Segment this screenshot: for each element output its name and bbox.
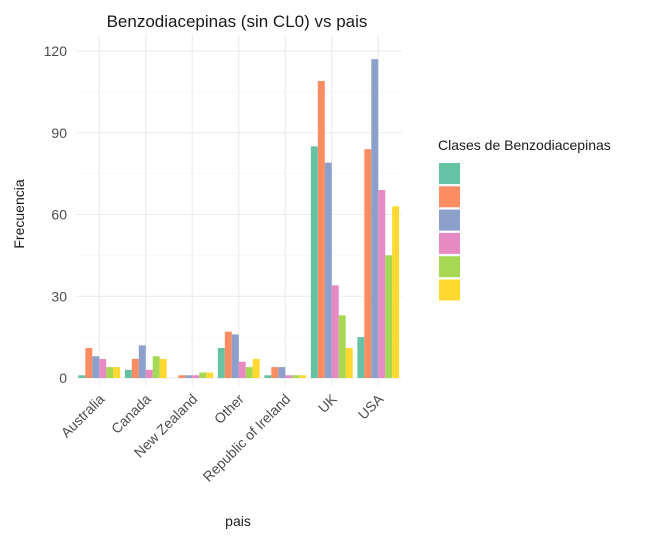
legend-key-3 xyxy=(439,209,460,231)
x-axis-title: pais xyxy=(225,513,251,529)
bar-australia-series-6 xyxy=(113,367,121,378)
bar-other-series-5 xyxy=(245,367,253,378)
y-tick-label: 60 xyxy=(51,207,67,223)
y-tick-label: 90 xyxy=(51,125,67,141)
bar-australia-series-4 xyxy=(99,358,107,378)
y-axis-title: Frecuencia xyxy=(11,179,27,248)
legend-title: Clases de Benzodiacepinas xyxy=(438,137,611,153)
bar-australia-series-5 xyxy=(106,367,114,378)
bar-usa-series-4 xyxy=(378,189,386,378)
chart-title: Benzodiacepinas (sin CL0) vs pais xyxy=(107,12,368,31)
legend-key-5 xyxy=(439,256,460,278)
bar-uk-series-6 xyxy=(345,348,353,378)
y-tick-label: 0 xyxy=(59,370,67,386)
y-tick-label: 120 xyxy=(44,43,68,59)
x-tick-label: Canada xyxy=(108,391,154,437)
bar-canada-series-2 xyxy=(131,358,139,378)
x-tick-label: UK xyxy=(315,390,341,416)
bars xyxy=(78,59,400,379)
bar-canada-series-4 xyxy=(145,369,153,378)
bar-australia-series-1 xyxy=(78,375,86,378)
bar-uk-series-4 xyxy=(331,285,339,378)
y-tick-label: 30 xyxy=(51,288,67,304)
bar-uk-series-5 xyxy=(338,315,346,378)
legend-key-4 xyxy=(439,232,460,254)
y-axis-ticks: 0 30 60 90 120 xyxy=(44,43,68,386)
bar-other-series-2 xyxy=(224,331,232,378)
x-tick-label: Other xyxy=(211,391,247,427)
bar-australia-series-3 xyxy=(92,356,100,378)
x-tick-label: Republic of Ireland xyxy=(200,391,294,485)
bar-other-series-4 xyxy=(238,361,246,378)
bar-canada-series-5 xyxy=(152,356,160,378)
bar-usa-series-2 xyxy=(364,149,372,378)
bar-usa-series-1 xyxy=(357,337,365,378)
bar-republic-of-ireland-series-5 xyxy=(292,375,300,378)
legend: Clases de Benzodiacepinas xyxy=(438,137,611,301)
bar-other-series-1 xyxy=(217,348,225,378)
bar-republic-of-ireland-series-6 xyxy=(299,375,307,378)
bar-new-zealand-series-4 xyxy=(192,375,200,378)
bar-other-series-3 xyxy=(231,334,239,378)
bar-uk-series-1 xyxy=(310,146,318,378)
bar-republic-of-ireland-series-2 xyxy=(271,367,279,378)
legend-key-1 xyxy=(439,163,460,184)
bar-australia-series-2 xyxy=(85,348,93,378)
bar-uk-series-3 xyxy=(324,162,332,378)
bar-new-zealand-series-5 xyxy=(199,372,207,378)
bar-other-series-6 xyxy=(252,358,260,378)
bar-usa-series-6 xyxy=(392,206,400,378)
bar-canada-series-3 xyxy=(138,345,146,378)
bar-republic-of-ireland-series-3 xyxy=(278,367,286,378)
bar-new-zealand-series-2 xyxy=(178,375,186,378)
grid-lines xyxy=(76,35,402,386)
bar-canada-series-6 xyxy=(159,358,167,378)
bar-new-zealand-series-3 xyxy=(185,375,193,378)
bar-canada-series-1 xyxy=(124,369,132,378)
bar-new-zealand-series-6 xyxy=(206,372,214,378)
bar-republic-of-ireland-series-1 xyxy=(264,375,272,378)
legend-key-2 xyxy=(439,186,460,208)
x-tick-label: Australia xyxy=(58,391,108,441)
x-tick-label: USA xyxy=(355,390,387,422)
bar-republic-of-ireland-series-4 xyxy=(285,375,293,378)
legend-key-6 xyxy=(439,279,460,301)
bar-uk-series-2 xyxy=(317,80,325,378)
bar-usa-series-5 xyxy=(385,255,393,378)
bar-usa-series-3 xyxy=(371,59,379,379)
